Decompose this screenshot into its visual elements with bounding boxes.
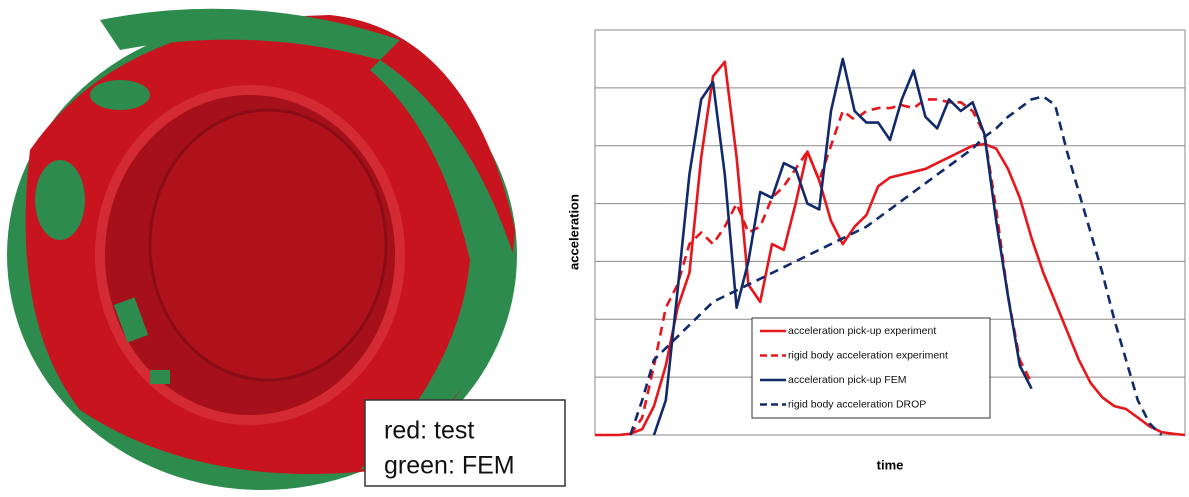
x-axis-label: time	[877, 457, 904, 472]
green-slot	[113, 297, 149, 343]
legend-label: rigid body acceleration DROP	[788, 398, 926, 410]
legend-label: acceleration pick-up FEM	[788, 374, 906, 386]
series-line	[652, 57, 1033, 436]
series-line	[629, 98, 1033, 436]
legend-label: acceleration pick-up experiment	[788, 325, 936, 337]
green-patch	[35, 160, 85, 240]
legend-label: rigid body acceleration experiment	[788, 349, 948, 361]
series-line	[595, 60, 1186, 437]
green-slot	[150, 370, 170, 384]
hub-face	[148, 108, 388, 382]
y-axis-label: acceleration	[566, 194, 581, 270]
caption-line: green: FEM	[384, 452, 515, 480]
green-patch	[90, 80, 150, 110]
green-band	[360, 60, 515, 470]
legend-box	[751, 317, 991, 419]
caption-line: red: test	[384, 417, 474, 445]
green-top	[100, 8, 400, 60]
caption-box	[364, 399, 566, 487]
legend: acceleration pick-up experiment rigid bod…	[751, 317, 991, 419]
fem-render: red: test green: FEM	[7, 8, 566, 490]
chart: acceleration time acceleration pick-up e…	[566, 29, 1186, 472]
series-line	[629, 95, 1163, 436]
